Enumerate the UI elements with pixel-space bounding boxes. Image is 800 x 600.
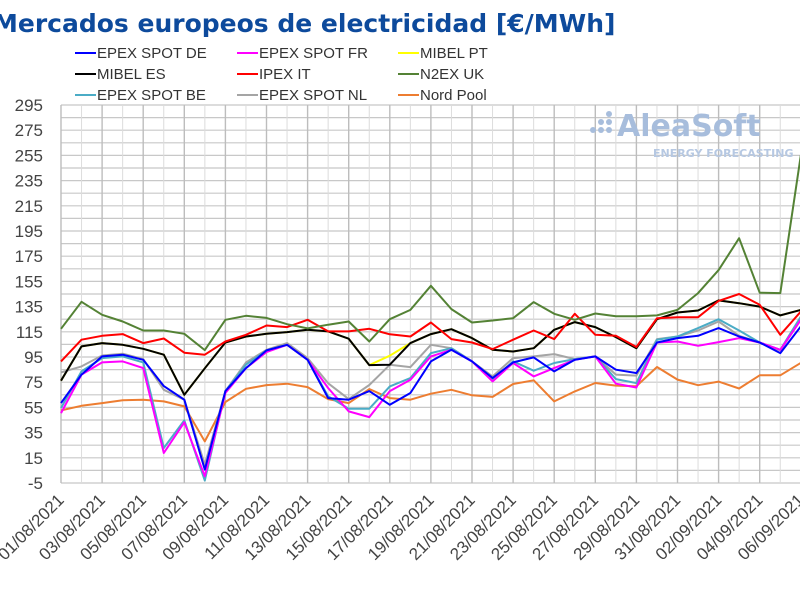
aleasoft-logo-icon bbox=[590, 111, 612, 133]
legend-label: N2EX UK bbox=[420, 66, 484, 83]
legend-label: EPEX SPOT BE bbox=[97, 87, 206, 104]
y-tick-label: 215 bbox=[15, 197, 43, 216]
y-tick-label: 55 bbox=[24, 398, 43, 417]
y-tick-label: 75 bbox=[24, 373, 43, 392]
y-axis: -5 15 35 55 75 95 115 135 155 175 195 215 235 255 275 2… bbox=[15, 96, 43, 493]
y-tick-label: 235 bbox=[15, 172, 43, 191]
legend-label: MIBEL PT bbox=[420, 45, 488, 62]
series-line-epex-spot-be bbox=[60, 316, 800, 482]
watermark-brand: AleaSoft bbox=[617, 109, 761, 144]
legend-item: IPEX IT bbox=[237, 66, 311, 83]
y-tick-label: 15 bbox=[24, 449, 43, 468]
legend-item: Nord Pool bbox=[398, 87, 487, 104]
series-line-epex-spot-de bbox=[60, 325, 800, 471]
y-tick-label: 195 bbox=[15, 222, 43, 241]
legend-item: EPEX SPOT DE bbox=[75, 45, 207, 62]
y-tick-label: 115 bbox=[16, 323, 43, 342]
legend-label: Nord Pool bbox=[420, 87, 487, 104]
legend-item: MIBEL PT bbox=[398, 45, 488, 62]
series-line-nord-pool bbox=[60, 362, 800, 443]
aleasoft-watermark: AleaSoft ENERGY FORECASTING bbox=[590, 109, 793, 160]
legend-item: EPEX SPOT BE bbox=[75, 87, 206, 104]
grid bbox=[60, 104, 800, 484]
legend-label: IPEX IT bbox=[259, 66, 311, 83]
chart-title: Mercados europeos de electricidad [€/MWh… bbox=[0, 9, 615, 38]
legend-item: N2EX UK bbox=[398, 66, 484, 83]
legend-label: EPEX SPOT NL bbox=[259, 87, 367, 104]
x-axis: 01/08/202103/08/202105/08/202107/08/2021… bbox=[0, 490, 800, 564]
y-tick-label: 135 bbox=[15, 298, 43, 317]
watermark-tagline: ENERGY FORECASTING bbox=[653, 147, 793, 160]
series-lines bbox=[60, 155, 800, 482]
legend-item: MIBEL ES bbox=[75, 66, 166, 83]
legend-label: MIBEL ES bbox=[97, 66, 166, 83]
legend-item: EPEX SPOT FR bbox=[237, 45, 368, 62]
y-tick-label: 275 bbox=[15, 121, 43, 140]
y-tick-label: -5 bbox=[28, 474, 43, 493]
series-line-epex-spot-fr bbox=[60, 319, 800, 478]
y-tick-label: 35 bbox=[24, 424, 43, 443]
legend: EPEX SPOT DE EPEX SPOT FR MIBEL PT MIBEL ES… bbox=[75, 45, 488, 104]
legend-label: EPEX SPOT DE bbox=[97, 45, 207, 62]
y-tick-label: 255 bbox=[15, 146, 43, 165]
series-line-ipex-it bbox=[60, 293, 800, 363]
series-line-mibel-es bbox=[60, 299, 800, 396]
y-tick-label: 155 bbox=[15, 272, 43, 291]
y-tick-label: 175 bbox=[15, 247, 43, 266]
y-tick-label: 95 bbox=[24, 348, 43, 367]
series-line-n2ex-uk bbox=[60, 155, 800, 352]
y-tick-label: 295 bbox=[15, 96, 43, 115]
legend-label: EPEX SPOT FR bbox=[259, 45, 368, 62]
legend-item: EPEX SPOT NL bbox=[237, 87, 367, 104]
